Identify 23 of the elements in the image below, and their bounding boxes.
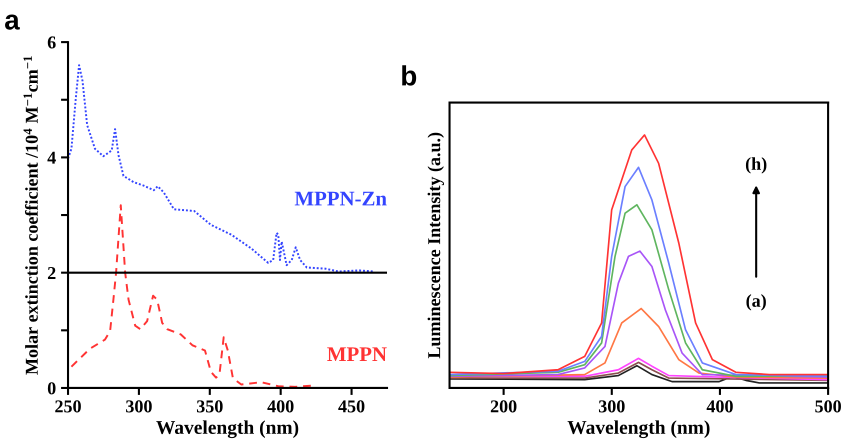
y-tick-label: 0	[48, 382, 56, 394]
series-label: MPPN	[327, 347, 387, 362]
x-tick-label: 500	[815, 400, 841, 412]
x-tick-label: 300	[126, 400, 152, 412]
y-tick-label: 6	[48, 36, 56, 49]
annotation: (h)	[746, 157, 766, 174]
x-tick-label: 200	[490, 400, 516, 412]
y-axis-title: Luminescence Intensity (a.u.)	[428, 132, 444, 358]
y-tick-label: 4	[47, 152, 56, 164]
chart-title: b	[402, 65, 416, 86]
x-tick-label: 400	[267, 400, 294, 412]
annotation: (a)	[746, 294, 766, 311]
x-axis-title: Wavelength (nm)	[156, 420, 298, 438]
x-tick-label: 300	[598, 400, 625, 412]
x-tick-label: 400	[706, 400, 733, 412]
x-axis-title: Wavelength (nm)	[568, 420, 710, 438]
x-tick-label: 350	[196, 400, 223, 412]
y-axis-title: Molar extinction coefficient /10$^{4}$ M$^{−1}$cm$^{−1}$	[24, 56, 38, 375]
x-tick-label: 250	[55, 400, 81, 412]
chart-title: a	[5, 14, 20, 30]
series-label: MPPN-Zn	[294, 192, 387, 206]
x-tick-label: 450	[338, 400, 364, 412]
y-tick-label: 2	[48, 266, 56, 279]
